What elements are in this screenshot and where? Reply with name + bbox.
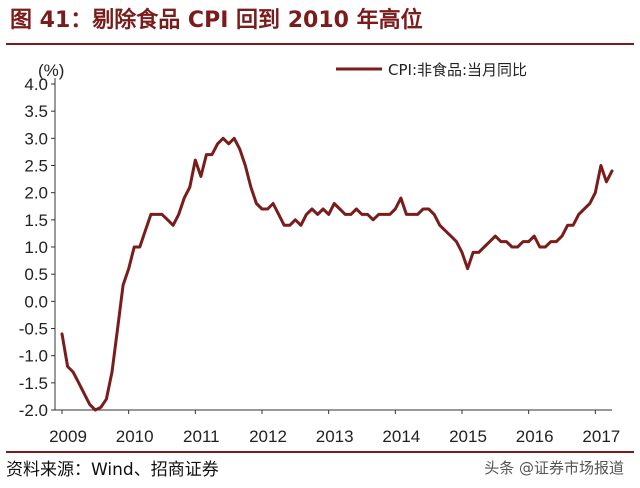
legend-label: CPI:非食品:当月同比 bbox=[388, 61, 527, 79]
y-tick-label: -1.5 bbox=[19, 374, 48, 393]
y-tick-labels: 4.0 3.5 3.0 2.5 2.0 1.5 1.0 0.5 0.0 -0.5 -1.0 -1.5 -… bbox=[19, 75, 55, 420]
x-tick-label: 2013 bbox=[316, 427, 354, 446]
watermark: 头条 @证券市场报道 bbox=[484, 459, 624, 477]
x-tick-label: 2009 bbox=[49, 427, 87, 446]
y-tick-label: 3.0 bbox=[24, 129, 48, 148]
y-tick-label: 0.5 bbox=[24, 265, 48, 284]
source-note: 资料来源：Wind、招商证券 bbox=[6, 460, 219, 480]
y-tick-label: 4.0 bbox=[24, 75, 48, 94]
x-tick-label: 2016 bbox=[516, 427, 554, 446]
x-tick-label: 2017 bbox=[582, 427, 620, 446]
series-group bbox=[60, 136, 614, 412]
chart-axes bbox=[54, 78, 612, 411]
series-line bbox=[60, 136, 614, 412]
x-tick-label: 2014 bbox=[382, 427, 420, 446]
y-tick-label: -1.0 bbox=[19, 347, 48, 366]
y-tick-label: 3.5 bbox=[24, 102, 48, 121]
y-tick-label: 2.5 bbox=[24, 157, 48, 176]
source-rule bbox=[6, 451, 634, 453]
y-tick-label: 0.0 bbox=[24, 292, 48, 311]
x-tick-label: 2015 bbox=[449, 427, 487, 446]
title-rule bbox=[6, 43, 634, 45]
x-tick-label: 2010 bbox=[116, 427, 154, 446]
y-tick-label: -2.0 bbox=[19, 401, 48, 420]
x-tick-label: 2011 bbox=[183, 427, 220, 446]
y-tick-label: -0.5 bbox=[19, 320, 48, 339]
x-tick-labels: 2009 2010 2011 2012 2013 2014 2015 2016 2017 bbox=[49, 410, 620, 446]
y-tick-label: 1.0 bbox=[24, 238, 48, 257]
y-tick-label: 1.5 bbox=[24, 211, 48, 230]
legend: CPI:非食品:当月同比 bbox=[336, 61, 527, 79]
chart-title: 图 41：剔除食品 CPI 回到 2010 年高位 bbox=[10, 8, 423, 33]
y-tick-label: 2.0 bbox=[24, 184, 48, 203]
y-axis-unit-label: (%) bbox=[38, 61, 64, 80]
line-chart: 4.0 3.5 3.0 2.5 2.0 1.5 1.0 0.5 0.0 -0.5 -1.0 -1.5 -… bbox=[19, 61, 621, 446]
x-tick-label: 2012 bbox=[249, 427, 287, 446]
